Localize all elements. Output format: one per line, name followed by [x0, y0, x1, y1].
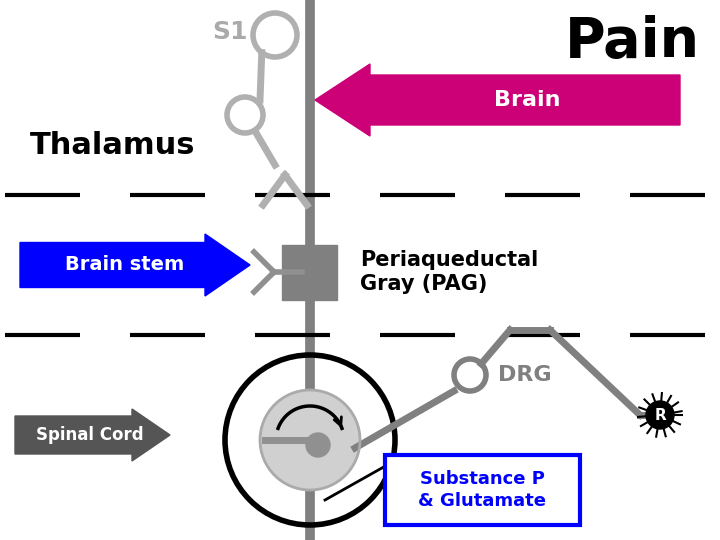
FancyArrow shape — [315, 64, 680, 136]
Text: Brain: Brain — [494, 90, 561, 110]
Text: Thalamus: Thalamus — [30, 131, 196, 159]
Text: Substance P
& Glutamate: Substance P & Glutamate — [418, 470, 546, 510]
Circle shape — [260, 390, 360, 490]
Text: DRG: DRG — [498, 365, 552, 385]
Text: Brain stem: Brain stem — [66, 255, 184, 274]
FancyArrow shape — [20, 234, 250, 296]
FancyArrow shape — [15, 409, 170, 461]
Circle shape — [646, 401, 674, 429]
Text: Periaqueductal
Gray (PAG): Periaqueductal Gray (PAG) — [360, 249, 539, 294]
Text: Spinal Cord: Spinal Cord — [36, 426, 144, 444]
Bar — [282, 245, 337, 300]
Text: R: R — [654, 408, 666, 422]
Circle shape — [306, 433, 330, 457]
Text: S1: S1 — [212, 20, 248, 44]
Text: Pain: Pain — [565, 15, 700, 69]
Bar — [385, 455, 580, 525]
